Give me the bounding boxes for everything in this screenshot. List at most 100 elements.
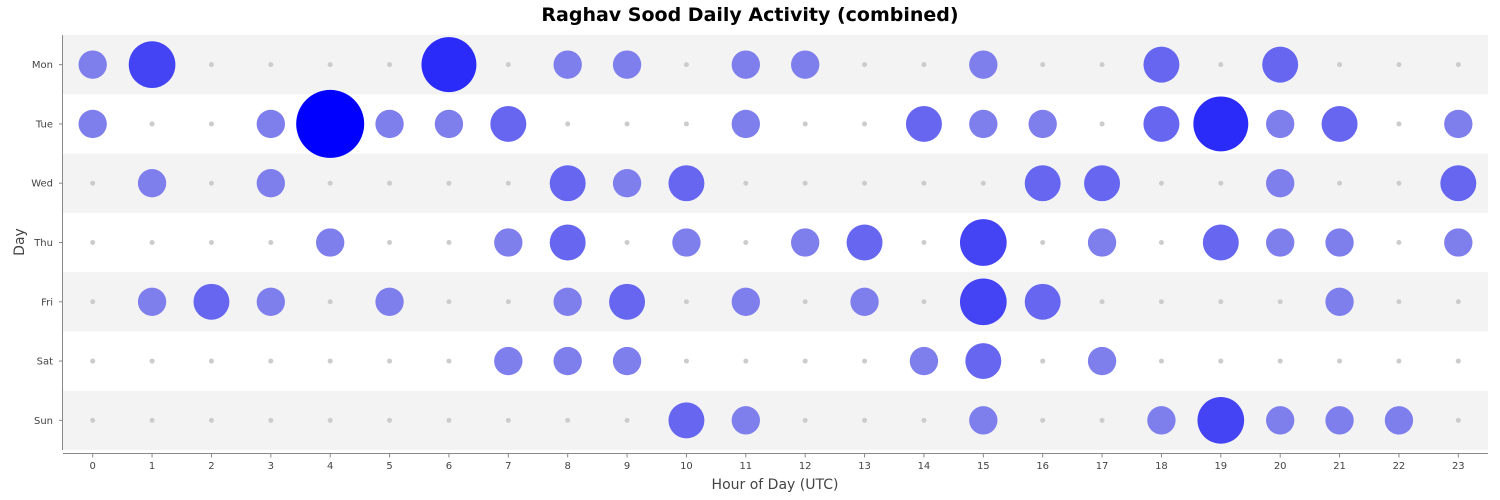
x-tick-label-1: 1 — [149, 461, 155, 472]
x-tick-label-5: 5 — [386, 461, 392, 472]
y-tick-label-wed: Wed — [31, 179, 53, 190]
y-tick-label-mon: Mon — [32, 60, 53, 71]
data-point-fri-18 — [1158, 299, 1164, 305]
data-point-fri-0 — [90, 299, 96, 305]
bubble-thu-19 — [1202, 224, 1239, 261]
x-tick-label-12: 12 — [799, 461, 812, 472]
data-point-fri-19 — [1218, 299, 1224, 305]
bubble-wed-20 — [1266, 169, 1295, 198]
bubble-thu-7 — [494, 228, 523, 257]
bubble-sun-21 — [1325, 406, 1354, 435]
bubble-fri-13 — [850, 287, 879, 316]
y-axis-title: Day — [12, 228, 28, 256]
data-point-sun-13 — [862, 417, 868, 423]
data-point-sun-12 — [802, 417, 808, 423]
data-point-wed-4 — [327, 180, 333, 186]
data-point-wed-6 — [446, 180, 452, 186]
data-point-sat-3 — [268, 358, 274, 364]
data-point-wed-18 — [1158, 180, 1164, 186]
bubble-tue-7 — [490, 105, 527, 142]
data-point-wed-19 — [1218, 180, 1224, 186]
bubble-fri-8 — [553, 287, 582, 316]
bubble-sun-22 — [1384, 406, 1414, 435]
data-point-mon-21 — [1337, 62, 1343, 68]
bubble-fri-16 — [1024, 283, 1061, 320]
data-point-sun-3 — [268, 417, 274, 423]
bubble-tue-18 — [1143, 105, 1180, 142]
bubble-sat-17 — [1087, 346, 1117, 376]
data-point-sat-1 — [149, 358, 155, 364]
data-point-mon-5 — [387, 62, 393, 68]
bubble-mon-18 — [1143, 46, 1180, 83]
data-point-tue-8 — [565, 121, 571, 127]
data-point-mon-14 — [921, 62, 927, 68]
data-point-sun-16 — [1040, 417, 1046, 423]
bubble-thu-15 — [959, 219, 1007, 266]
bubble-fri-9 — [609, 283, 646, 320]
data-point-sun-1 — [149, 417, 155, 423]
data-point-sat-2 — [208, 358, 214, 364]
bubble-tue-23 — [1444, 109, 1473, 139]
x-tick-label-16: 16 — [1036, 461, 1049, 472]
data-point-fri-4 — [327, 299, 333, 305]
bubble-wed-8 — [549, 165, 586, 202]
row-band-fri — [63, 272, 1488, 332]
data-point-sat-11 — [743, 358, 749, 364]
bubble-mon-11 — [731, 50, 760, 79]
x-tick-label-9: 9 — [624, 461, 630, 472]
data-point-wed-7 — [505, 180, 511, 186]
bubble-thu-10 — [672, 228, 701, 257]
data-point-thu-0 — [90, 240, 96, 245]
row-band-mon — [63, 35, 1488, 95]
bubble-tue-14 — [905, 105, 942, 142]
bubble-tue-19 — [1193, 96, 1249, 152]
bubble-mon-15 — [969, 50, 998, 79]
data-point-sat-6 — [446, 358, 452, 364]
x-tick-label-23: 23 — [1452, 461, 1465, 472]
data-point-sun-2 — [208, 417, 214, 423]
bubble-sat-7 — [494, 346, 523, 376]
data-point-thu-2 — [208, 240, 214, 245]
x-tick-label-13: 13 — [858, 461, 871, 472]
data-point-tue-22 — [1396, 121, 1402, 127]
data-point-tue-1 — [149, 121, 155, 127]
bubble-sun-15 — [969, 406, 998, 435]
data-point-mon-16 — [1040, 62, 1046, 68]
bubble-thu-12 — [791, 228, 820, 257]
data-point-sat-0 — [90, 358, 96, 364]
bubble-sun-18 — [1147, 406, 1176, 435]
bubble-tue-6 — [434, 109, 464, 139]
data-point-fri-14 — [921, 299, 927, 305]
data-point-tue-13 — [862, 121, 868, 127]
data-point-sat-20 — [1277, 358, 1283, 364]
data-point-sat-10 — [683, 358, 689, 364]
data-point-mon-10 — [683, 62, 689, 68]
bubble-mon-20 — [1262, 46, 1299, 83]
bubble-wed-16 — [1024, 165, 1061, 202]
bubble-tue-11 — [731, 109, 760, 139]
bubble-tue-0 — [78, 109, 107, 139]
data-point-sun-5 — [387, 417, 393, 423]
x-tick-label-11: 11 — [739, 461, 752, 472]
data-point-fri-12 — [802, 299, 808, 305]
bubble-sat-8 — [553, 346, 582, 376]
x-tick-label-10: 10 — [680, 461, 693, 472]
data-point-wed-21 — [1337, 180, 1343, 186]
x-tick-label-0: 0 — [90, 461, 96, 472]
data-point-thu-3 — [268, 240, 274, 245]
data-point-fri-20 — [1277, 299, 1283, 305]
bubble-thu-8 — [549, 224, 586, 261]
x-tick-label-3: 3 — [268, 461, 274, 472]
data-point-fri-22 — [1396, 299, 1402, 305]
bubble-sun-11 — [731, 406, 760, 435]
data-point-sun-7 — [505, 417, 511, 423]
bubble-thu-13 — [846, 224, 883, 261]
data-point-sun-17 — [1099, 417, 1105, 423]
bubble-thu-17 — [1087, 228, 1117, 257]
bubble-wed-3 — [256, 169, 285, 198]
y-tick-label-sat: Sat — [37, 357, 53, 368]
data-point-thu-16 — [1040, 240, 1046, 245]
x-tick-label-7: 7 — [505, 461, 511, 472]
bubble-wed-1 — [137, 169, 167, 198]
